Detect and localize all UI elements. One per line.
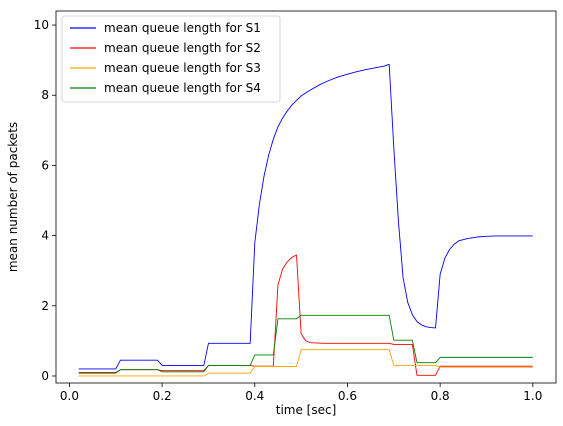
legend-box xyxy=(61,15,281,103)
legend-label-s1: mean queue length for S1 xyxy=(104,21,261,35)
x-tick-label: 1.0 xyxy=(523,389,542,403)
y-tick-label: 2 xyxy=(41,299,49,313)
series-line-s3 xyxy=(78,349,533,377)
y-tick-label: 10 xyxy=(34,18,49,32)
y-axis-label: mean number of packets xyxy=(6,122,20,272)
y-tick-label: 4 xyxy=(41,229,49,243)
legend: mean queue length for S1 mean queue lengt… xyxy=(61,15,281,103)
legend-label-s3: mean queue length for S3 xyxy=(104,61,261,75)
x-axis-label: time [sec] xyxy=(276,403,337,417)
y-tick-label: 6 xyxy=(41,158,49,172)
series-line-s2 xyxy=(78,254,533,376)
x-tick-label: 0.0 xyxy=(60,389,79,403)
x-tick-label: 0.4 xyxy=(245,389,264,403)
series-line-s1 xyxy=(78,63,533,370)
x-tick-label: 0.6 xyxy=(338,389,357,403)
y-tick-label: 0 xyxy=(41,369,49,383)
x-tick-label: 0.8 xyxy=(431,389,450,403)
plot-frame xyxy=(55,10,557,384)
series-layer xyxy=(78,63,533,377)
series-line-s4 xyxy=(78,314,533,374)
x-tick-label: 0.2 xyxy=(153,389,172,403)
legend-label-s2: mean queue length for S2 xyxy=(104,41,261,55)
ticks-layer: 0.0 0.2 0.4 0.6 0.8 1.0 0 2 4 6 8 10 xyxy=(34,18,543,403)
legend-label-s4: mean queue length for S4 xyxy=(104,81,261,95)
y-tick-label: 8 xyxy=(41,88,49,102)
